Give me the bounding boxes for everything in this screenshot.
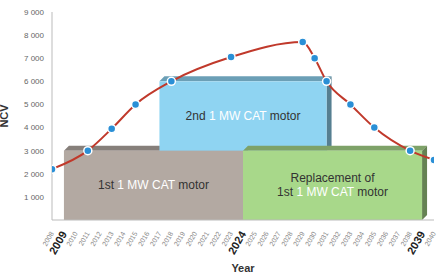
svg-text:2 000: 2 000 (24, 170, 45, 179)
svg-text:2014: 2014 (112, 230, 127, 248)
svg-text:NCV: NCV (8, 104, 10, 128)
svg-text:2016: 2016 (136, 230, 151, 248)
svg-text:2012: 2012 (88, 230, 103, 248)
svg-text:9 000: 9 000 (24, 8, 45, 17)
svg-text:2010: 2010 (65, 230, 79, 247)
svg-text:2011: 2011 (77, 230, 91, 247)
svg-text:1 000: 1 000 (24, 193, 45, 202)
svg-text:2009: 2009 (46, 229, 70, 257)
svg-text:2036: 2036 (375, 230, 390, 248)
svg-text:2018: 2018 (160, 230, 175, 248)
svg-text:2022: 2022 (208, 230, 223, 248)
svg-text:2020: 2020 (184, 230, 199, 248)
svg-text:Replacement of: Replacement of (291, 171, 376, 185)
svg-text:2025: 2025 (244, 230, 258, 248)
svg-text:2028: 2028 (279, 230, 294, 248)
svg-text:2008: 2008 (41, 230, 55, 248)
svg-text:2040: 2040 (423, 230, 437, 247)
svg-text:2013: 2013 (100, 230, 115, 248)
svg-text:7 000: 7 000 (24, 54, 45, 63)
svg-text:2030: 2030 (303, 230, 318, 248)
svg-text:1st 1 MW CAT motor: 1st 1 MW CAT motor (277, 185, 388, 199)
svg-text:2nd 1 MW CAT motor: 2nd 1 MW CAT motor (186, 109, 301, 123)
svg-text:2037: 2037 (387, 230, 402, 248)
svg-text:2039: 2039 (404, 229, 428, 257)
svg-text:2032: 2032 (327, 230, 342, 248)
svg-text:2017: 2017 (148, 230, 163, 248)
svg-text:1st 1 MW CAT motor: 1st 1 MW CAT motor (98, 178, 209, 192)
svg-text:2033: 2033 (339, 230, 354, 248)
svg-text:2031: 2031 (315, 230, 330, 248)
svg-text:2021: 2021 (196, 230, 211, 248)
svg-text:2015: 2015 (124, 230, 139, 248)
svg-text:2038: 2038 (399, 230, 414, 248)
svg-text:Year: Year (231, 262, 255, 272)
svg-text:3 000: 3 000 (24, 147, 45, 156)
svg-text:6 000: 6 000 (24, 77, 45, 86)
svg-text:4 000: 4 000 (24, 123, 45, 132)
svg-text:2023: 2023 (220, 230, 235, 248)
svg-text:2026: 2026 (256, 230, 270, 248)
svg-text:8 000: 8 000 (24, 31, 45, 40)
svg-text:2019: 2019 (172, 230, 187, 248)
svg-text:2034: 2034 (351, 230, 366, 248)
svg-text:2035: 2035 (363, 230, 378, 248)
svg-text:2027: 2027 (268, 230, 282, 248)
svg-text:5 000: 5 000 (24, 100, 45, 109)
svg-text:2029: 2029 (291, 230, 306, 248)
svg-text:2024: 2024 (225, 229, 249, 257)
